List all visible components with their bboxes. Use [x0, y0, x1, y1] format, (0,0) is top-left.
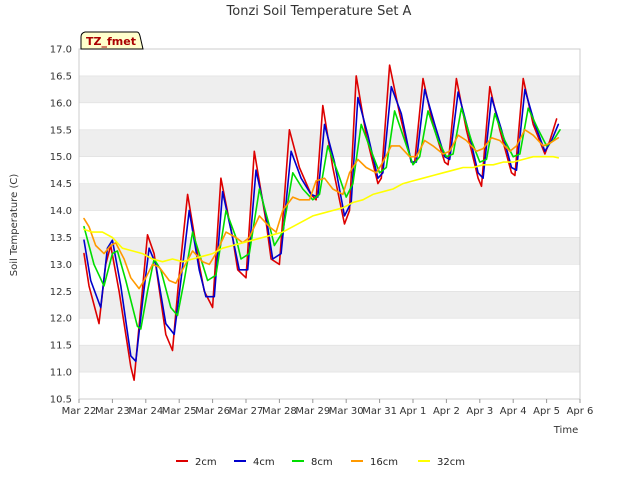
x-tick-label: Apr 1	[400, 406, 427, 417]
grid-band	[79, 345, 580, 373]
x-tick-label: Mar 31	[362, 406, 397, 417]
x-tick-label: Mar 25	[162, 406, 197, 417]
x-tick-label: Apr 5	[533, 406, 560, 417]
legend-label: 2cm	[195, 457, 217, 468]
plot-frame	[78, 48, 581, 400]
x-tick-label: Apr 2	[433, 406, 460, 417]
x-tick-label: Mar 27	[229, 406, 264, 417]
series-line-32cm	[83, 155, 560, 263]
grid-bands	[79, 48, 580, 400]
y-tick-label: 12.0	[50, 314, 72, 325]
x-tick-label: Mar 24	[128, 406, 163, 417]
y-tick-label: 13.0	[50, 260, 72, 271]
y-tick-label: 12.5	[50, 287, 72, 298]
y-axis: 10.5 11.0 11.5 12.0 12.5 13.0 13.5 14.0 14.5 15.0…	[50, 45, 72, 406]
x-tick-label: Apr 6	[567, 406, 594, 417]
x-tick-label: Mar 30	[329, 406, 364, 417]
x-axis-title: Time	[553, 425, 578, 436]
y-tick-label: 16.0	[50, 98, 72, 109]
series-lines	[83, 64, 561, 382]
x-tick-label: Mar 28	[262, 406, 297, 417]
y-tick-label: 13.5	[50, 233, 72, 244]
legend-label: 32cm	[437, 457, 465, 468]
tag-label: TZ_fmet	[86, 35, 136, 48]
chart-title: Tonzi Soil Temperature Set A	[226, 4, 412, 19]
series-line-2cm	[83, 64, 558, 382]
y-tick-label: 15.5	[50, 125, 72, 136]
y-tick-label: 15.0	[50, 152, 72, 163]
series-line-16cm	[83, 129, 560, 290]
grid-band	[79, 75, 580, 103]
y-tick-label: 17.0	[50, 45, 72, 56]
legend-label: 4cm	[253, 457, 275, 468]
legend-item-4cm: 4cm	[234, 457, 275, 468]
y-tick-label: 11.0	[50, 368, 72, 379]
x-tick-label: Mar 22	[62, 406, 97, 417]
legend-item-32cm: 32cm	[418, 457, 465, 468]
legend-item-16cm: 16cm	[351, 457, 398, 468]
tz-fmet-tag: TZ_fmet	[80, 31, 144, 50]
y-axis-title: Soil Temperature (C)	[9, 174, 20, 277]
legend-item-8cm: 8cm	[292, 457, 333, 468]
y-tick-label: 14.0	[50, 206, 72, 217]
legend-label: 16cm	[370, 457, 398, 468]
grid-band	[79, 291, 580, 319]
y-tick-label: 11.5	[50, 341, 72, 352]
x-tick-label: Mar 23	[95, 406, 130, 417]
tag-box	[80, 31, 144, 50]
legend-item-2cm: 2cm	[176, 457, 217, 468]
y-tick-label: 16.5	[50, 71, 72, 82]
x-tick-label: Mar 26	[195, 406, 230, 417]
grid-band	[79, 183, 580, 211]
y-tick-label: 14.5	[50, 179, 72, 190]
legend: 2cm 4cm 8cm 16cm 32cm	[176, 457, 465, 468]
y-tick-label: 10.5	[50, 395, 72, 406]
grid-band	[79, 237, 580, 265]
x-tick-label: Apr 4	[500, 406, 527, 417]
x-tick-label: Mar 29	[295, 406, 330, 417]
x-tick-label: Apr 3	[466, 406, 493, 417]
legend-label: 8cm	[311, 457, 333, 468]
